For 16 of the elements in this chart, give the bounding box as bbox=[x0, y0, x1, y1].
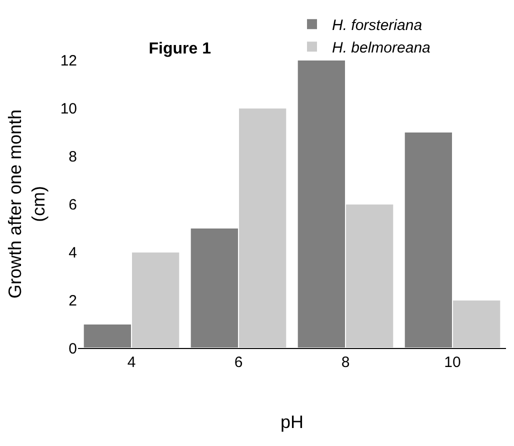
x-tick-label: 6 bbox=[234, 354, 243, 371]
y-tick-label: 8 bbox=[68, 148, 77, 166]
x-tick-label: 10 bbox=[444, 354, 461, 371]
chart-title: Figure 1 bbox=[148, 40, 212, 58]
y-tick-label: 10 bbox=[60, 100, 77, 118]
y-tick-label: 12 bbox=[60, 52, 77, 70]
y-tick-label: 6 bbox=[68, 196, 77, 214]
y-axis-title: Growth after one month (cm) bbox=[5, 109, 49, 299]
y-tick-label: 2 bbox=[68, 292, 77, 310]
x-tick-label: 8 bbox=[341, 354, 350, 371]
x-tick-label: 4 bbox=[127, 354, 136, 371]
x-axis-title: pH bbox=[280, 412, 304, 432]
y-tick-label: 0 bbox=[68, 340, 77, 358]
legend-label: H. forsteriana bbox=[332, 16, 422, 34]
y-tick-label: 4 bbox=[68, 244, 77, 262]
legend-label: H. belmoreana bbox=[332, 39, 430, 56]
